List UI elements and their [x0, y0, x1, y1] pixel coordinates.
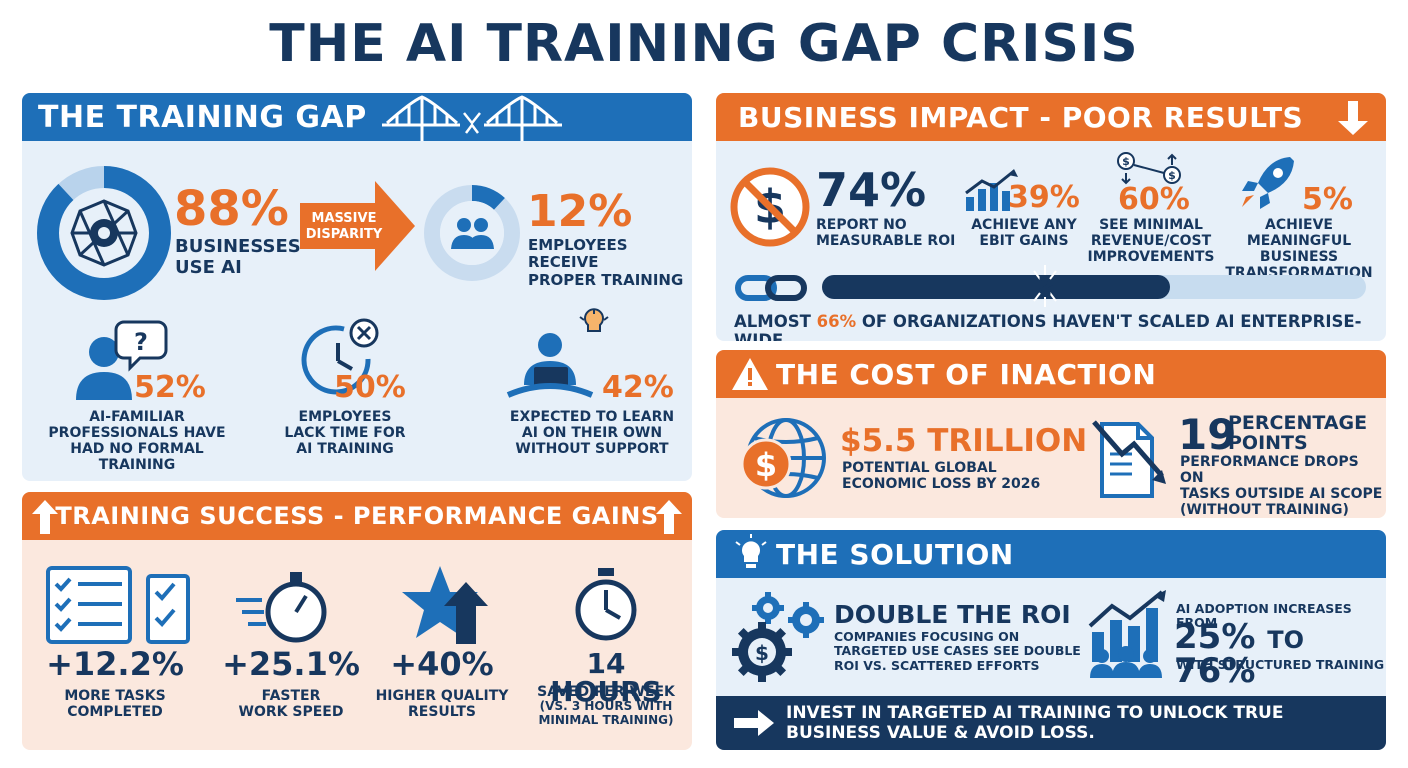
scaling-progress-fill	[822, 275, 1171, 299]
faster-speed-label: FASTER WORK SPEED	[238, 688, 344, 721]
more-tasks-value: +12.2%	[46, 645, 184, 683]
people-chart-icon	[1088, 590, 1166, 678]
svg-text:$: $	[755, 641, 769, 665]
cost-of-inaction-header-text: THE COST OF INACTION	[776, 357, 1157, 391]
learn-alone-value: 42%	[602, 370, 674, 405]
document-chart-down-icon	[1092, 420, 1166, 498]
cost-of-inaction-header: THE COST OF INACTION	[716, 350, 1386, 398]
no-dollar-icon: $	[730, 167, 810, 247]
business-impact-header-text: BUSINESS IMPACT - POOR RESULTS	[738, 100, 1304, 134]
double-roi-title: DOUBLE THE ROI	[834, 600, 1071, 629]
adoption-from-value: 25%	[1174, 617, 1256, 657]
svg-text:$: $	[755, 446, 777, 484]
businesses-use-ai-value: 88%	[174, 181, 289, 237]
clock-icon	[575, 568, 637, 641]
more-tasks-label: MORE TASKS COMPLETED	[64, 688, 166, 721]
training-gap-header: THE TRAINING GAP	[22, 93, 692, 141]
arrow-up-icon	[32, 500, 58, 534]
arrow-right-icon	[734, 710, 774, 736]
adoption-values: 25% TO 76%	[1174, 620, 1386, 688]
adoption-to-word: TO	[1267, 626, 1305, 654]
no-formal-training-label: AI-FAMILIAR PROFESSIONALS HAVE HAD NO FORM…	[48, 409, 226, 474]
higher-quality-label: HIGHER QUALITY RESULTS	[375, 688, 509, 721]
performance-drop-unit: PERCENTAGE POINTS	[1228, 412, 1368, 454]
bridge-icon	[382, 95, 562, 141]
people-ring-icon	[424, 185, 520, 281]
lack-time-label: EMPLOYEES LACK TIME FOR AI TRAINING	[284, 409, 406, 458]
learn-alone-label: EXPECTED TO LEARN AI ON THEIR OWN WITHOUT …	[509, 409, 675, 458]
adoption-bottom-label: WITH STRUCTURED TRAINING	[1176, 657, 1385, 672]
minimal-revenue-value: 60%	[1118, 182, 1190, 217]
disparity-arrow-label: MASSIVE DISPARITY	[305, 211, 383, 242]
dollar-exchange-icon: $ $	[1117, 152, 1181, 185]
no-formal-training-value: 52%	[134, 370, 206, 405]
person-question-icon: ?	[76, 320, 168, 400]
training-success-header-text: TRAINING SUCCESS - PERFORMANCE GAINS	[55, 502, 659, 530]
ebit-gains-value: 39%	[1008, 180, 1080, 215]
page-title: THE AI TRAINING GAP CRISIS	[269, 14, 1139, 74]
svg-text:$: $	[1168, 169, 1176, 182]
scaling-statement: ALMOST 66% OF ORGANIZATIONS HAVEN'T SCAL…	[734, 312, 1362, 341]
svg-text:?: ?	[134, 328, 148, 356]
chart-up-icon	[965, 169, 1018, 211]
disparity-arrow-icon	[300, 181, 415, 271]
rocket-icon	[1242, 157, 1294, 209]
transformation-value: 5%	[1302, 182, 1353, 217]
adoption-top-label: AI ADOPTION INCREASES FROM	[1176, 601, 1352, 631]
employees-training-value: 12%	[527, 186, 633, 237]
hours-saved-label: SAVED PER WEEK (VS. 3 HOURS WITH MINIMAL…	[537, 684, 675, 727]
ebit-gains-label: ACHIEVE ANY EBIT GAINS	[971, 217, 1077, 250]
double-roi-label: COMPANIES FOCUSING ON TARGETED USE CASES …	[834, 629, 1081, 673]
training-gap-header-text: THE TRAINING GAP	[38, 99, 367, 135]
adoption-to-value: 76%	[1174, 651, 1256, 691]
lack-time-value: 50%	[334, 370, 406, 405]
economic-loss-label: POTENTIAL GLOBAL ECONOMIC LOSS BY 2026	[842, 460, 1041, 493]
training-gap-panel: THE TRAINING GAP 88% BUSINESSES USE AI	[22, 93, 692, 481]
transformation-label: ACHIEVE MEANINGFUL BUSINESS TRANSFORMATION	[1225, 217, 1373, 282]
economic-loss-value: $5.5 TRILLION	[840, 423, 1088, 459]
stopwatch-icon	[236, 572, 327, 643]
star-arrow-icon	[402, 566, 488, 644]
faster-speed-value: +25.1%	[222, 645, 360, 683]
minimal-revenue-label: SEE MINIMAL REVENUE/COST IMPROVEMENTS	[1087, 217, 1215, 266]
training-success-header: TRAINING SUCCESS - PERFORMANCE GAINS	[22, 492, 692, 540]
arrow-up-icon	[656, 500, 682, 534]
arrow-down-icon	[1338, 101, 1368, 135]
globe-dollar-icon: $	[740, 418, 826, 498]
warning-icon	[732, 358, 768, 390]
clock-x-icon	[301, 318, 379, 395]
svg-text:$: $	[1122, 155, 1130, 168]
chain-icon	[735, 275, 807, 301]
performance-drop-value: 19	[1178, 410, 1237, 459]
call-to-action-bar: INVEST IN TARGETED AI TRAINING TO UNLOCK…	[716, 696, 1386, 750]
hours-saved-value: 14 HOURS	[550, 647, 662, 708]
no-roi-value: 74%	[816, 163, 927, 217]
network-ring-icon	[37, 166, 171, 300]
business-impact-panel: BUSINESS IMPACT - POOR RESULTS $ 74% REP…	[716, 93, 1386, 341]
person-laptop-icon	[506, 308, 609, 398]
solution-header-text: THE SOLUTION	[776, 537, 1014, 571]
higher-quality-value: +40%	[390, 645, 494, 683]
business-impact-header: BUSINESS IMPACT - POOR RESULTS	[716, 93, 1386, 141]
scaling-progress-track	[822, 275, 1366, 299]
solution-panel: THE SOLUTION $ DOUBLE THE ROI COMPANIES …	[716, 530, 1386, 750]
checklist-icon	[46, 566, 190, 644]
employees-training-label: EMPLOYEES RECEIVE PROPER TRAINING	[528, 236, 684, 289]
performance-drop-label: PERFORMANCE DROPS ON TASKS OUTSIDE AI SCO…	[1180, 454, 1383, 518]
break-spark-icon	[1033, 265, 1057, 307]
gears-dollar-icon: $	[732, 592, 824, 682]
lightbulb-icon	[735, 534, 767, 568]
solution-header: THE SOLUTION	[716, 530, 1386, 578]
no-roi-label: REPORT NO MEASURABLE ROI	[816, 217, 956, 250]
cost-of-inaction-panel: THE COST OF INACTION $ $5.5 TRILLION POT…	[716, 350, 1386, 518]
training-success-panel: TRAINING SUCCESS - PERFORMANCE GAINS +12…	[22, 492, 692, 750]
businesses-use-ai-label: BUSINESSES USE AI	[175, 236, 301, 278]
call-to-action-text: INVEST IN TARGETED AI TRAINING TO UNLOCK…	[786, 703, 1284, 743]
